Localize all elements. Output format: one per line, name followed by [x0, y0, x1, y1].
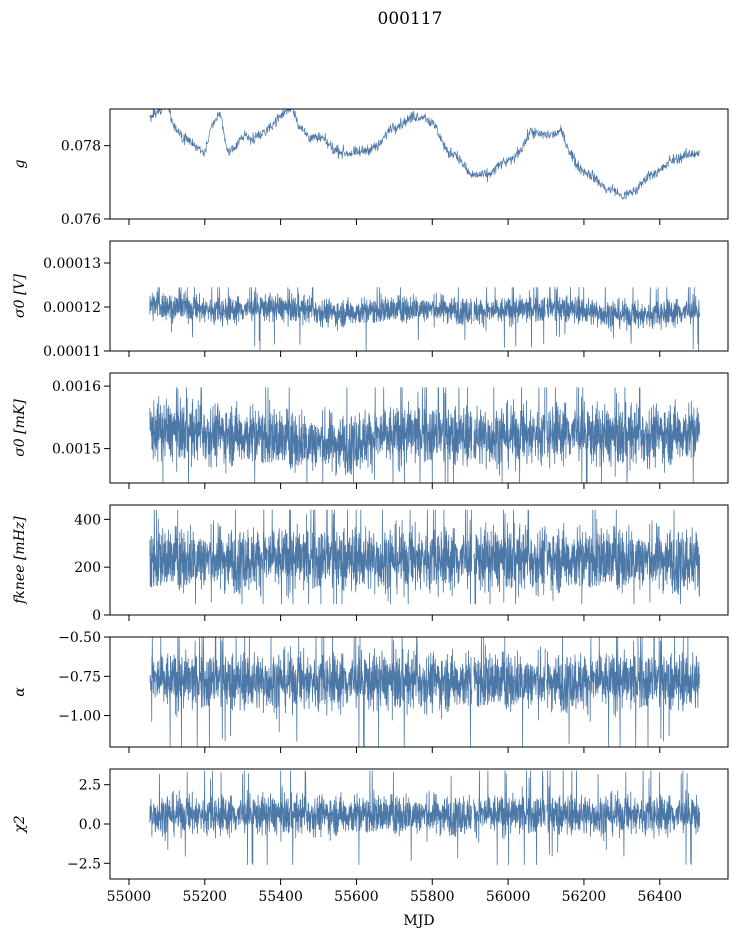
subplot-1: 0.076 0.078 g [12, 108, 729, 228]
axes-frame [109, 372, 729, 484]
y-tick-label: 0.00011 [43, 344, 101, 360]
x-tick-label: 55200 [183, 889, 228, 905]
axes-frame [109, 636, 729, 748]
g-series-line [149, 109, 700, 200]
series-band-line [149, 387, 700, 483]
axes-frame [109, 504, 729, 616]
x-tick-label: 55800 [410, 889, 455, 905]
y-tick-label: −1.00 [58, 709, 101, 725]
axes-frame [109, 108, 729, 220]
x-tick-label: 55400 [258, 889, 303, 905]
y-axis-label: fknee [mHz] [12, 516, 28, 605]
x-tick-label: 56400 [637, 889, 682, 905]
figure-title: 000117 [378, 9, 443, 29]
y-tick-label: 0.0016 [52, 379, 101, 395]
y-tick-label: 0 [92, 608, 101, 624]
series-band-line [149, 287, 700, 351]
y-tick-label: 400 [74, 512, 101, 528]
subplot-2: 0.00011 0.00012 0.00013 σ0 [V] [12, 240, 729, 360]
x-axis-label: MJD [403, 913, 434, 929]
y-axis-label: g [12, 159, 28, 168]
x-tick-label: 56200 [562, 889, 607, 905]
y-tick-label: 0.00012 [43, 300, 101, 316]
subplot-6: −2.5 0.0 2.5 55000 55200 55400 55600 55800 56000… [12, 768, 729, 905]
y-tick-label: 0.078 [61, 139, 101, 155]
x-tick-label: 55600 [334, 889, 379, 905]
series-band-line [149, 637, 700, 747]
series-band-line [149, 509, 700, 605]
axes-frame [109, 240, 729, 352]
y-tick-label: −0.75 [58, 669, 101, 685]
y-tick-label: 0.00013 [43, 256, 101, 272]
series-band-line [149, 770, 700, 865]
x-tick-label: 55000 [107, 889, 152, 905]
subplot-5: −1.00 −0.75 −0.50 α [12, 630, 729, 753]
y-tick-label: −0.50 [58, 630, 101, 646]
y-tick-label: 0.0 [79, 817, 101, 833]
y-axis-label: σ0 [V] [12, 273, 28, 317]
y-tick-label: 0.076 [61, 212, 101, 228]
y-tick-label: 200 [74, 560, 101, 576]
y-tick-label: −2.5 [67, 856, 101, 872]
y-tick-label: 0.0015 [52, 442, 101, 458]
y-axis-label: σ0 [mK] [12, 399, 28, 457]
subplot-4: 0 200 400 fknee [mHz] [12, 504, 729, 624]
y-tick-label: 2.5 [79, 778, 101, 794]
y-axis-label: χ2 [12, 815, 28, 833]
x-tick-label: 56000 [486, 889, 531, 905]
y-axis-label: α [12, 687, 28, 697]
subplot-3: 0.0015 0.0016 σ0 [mK] [12, 372, 729, 489]
